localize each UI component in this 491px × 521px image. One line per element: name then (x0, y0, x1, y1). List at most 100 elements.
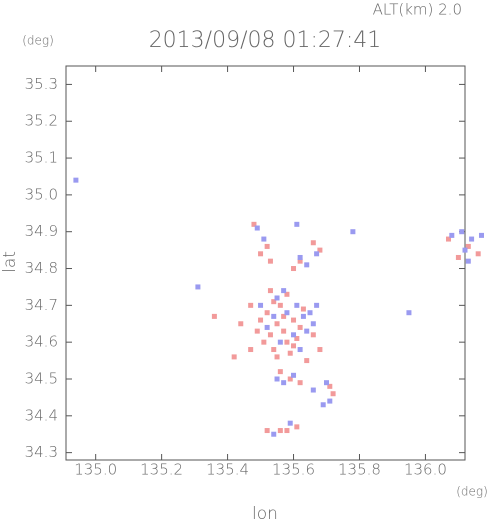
point (446, 236, 452, 242)
point (271, 431, 277, 437)
point (327, 398, 333, 404)
point (350, 229, 356, 235)
point (258, 251, 264, 257)
point (287, 420, 293, 426)
point (231, 354, 237, 360)
point (465, 243, 471, 249)
point (475, 251, 481, 257)
point (238, 321, 244, 327)
point (264, 310, 270, 316)
x-axis-label: lon (252, 504, 278, 521)
point (291, 343, 297, 349)
point (254, 225, 260, 231)
point (314, 302, 320, 308)
point (297, 380, 303, 386)
point (317, 347, 323, 353)
y-tick-label: 34.8 (25, 259, 58, 277)
point (304, 328, 310, 334)
point (258, 317, 264, 323)
point (274, 295, 280, 301)
point (310, 387, 316, 393)
x-tick-label: 135.2 (140, 461, 183, 479)
point (478, 232, 484, 238)
point (320, 402, 326, 408)
y-tick-label: 34.9 (25, 222, 58, 240)
point (277, 369, 283, 375)
y-tick-label: 35.3 (25, 75, 58, 93)
y-tick-label: 34.6 (25, 333, 58, 351)
point (287, 350, 293, 356)
point (304, 262, 310, 268)
point (274, 354, 280, 360)
point (73, 177, 79, 183)
plot-frame (65, 65, 466, 461)
point (294, 424, 300, 430)
point (294, 335, 300, 341)
point (294, 302, 300, 308)
point (277, 339, 283, 345)
point (284, 428, 290, 434)
point (264, 324, 270, 330)
x-tick-label: 135.8 (338, 461, 381, 479)
point (284, 339, 290, 345)
point (274, 321, 280, 327)
point (277, 302, 283, 308)
point (300, 306, 306, 312)
point (281, 380, 287, 386)
point (324, 380, 330, 386)
point (297, 324, 303, 330)
point (465, 258, 471, 264)
point (310, 240, 316, 246)
point (281, 328, 287, 334)
point (248, 347, 254, 353)
y-tick-label: 34.7 (25, 296, 58, 314)
point (297, 254, 303, 260)
point (264, 428, 270, 434)
x-unit: (deg) (456, 485, 488, 499)
point (271, 313, 277, 319)
point (264, 243, 270, 249)
point (195, 284, 201, 290)
point (267, 332, 273, 338)
point (267, 258, 273, 264)
y-tick-label: 35.0 (25, 185, 58, 203)
point (469, 236, 475, 242)
y-tick-label: 35.2 (25, 112, 58, 130)
point (287, 376, 293, 382)
point (291, 372, 297, 378)
point (281, 313, 287, 319)
point (258, 302, 264, 308)
point (307, 310, 313, 316)
point (261, 339, 267, 345)
point (251, 221, 257, 227)
point (274, 376, 280, 382)
point (455, 254, 461, 260)
point (211, 313, 217, 319)
point (314, 251, 320, 257)
y-tick-label: 35.1 (25, 149, 58, 167)
y-axis-label: lat (0, 251, 20, 273)
point (281, 288, 287, 294)
point (406, 310, 412, 316)
point (310, 321, 316, 327)
point (310, 332, 316, 338)
y-tick-label: 34.5 (25, 369, 58, 387)
point (284, 310, 290, 316)
point (462, 247, 468, 253)
point (291, 317, 297, 323)
point (449, 232, 455, 238)
point (284, 291, 290, 297)
x-tick-label: 135.4 (206, 461, 249, 479)
point (267, 288, 273, 294)
point (271, 347, 277, 353)
point (271, 299, 277, 305)
x-tick-label: 135.6 (272, 461, 315, 479)
point (304, 358, 310, 364)
point (327, 383, 333, 389)
point (248, 302, 254, 308)
point (291, 332, 297, 338)
y-unit: (deg) (22, 34, 54, 48)
point (459, 229, 465, 235)
chart-title: 2013/09/08 01:27:41 (149, 28, 382, 53)
